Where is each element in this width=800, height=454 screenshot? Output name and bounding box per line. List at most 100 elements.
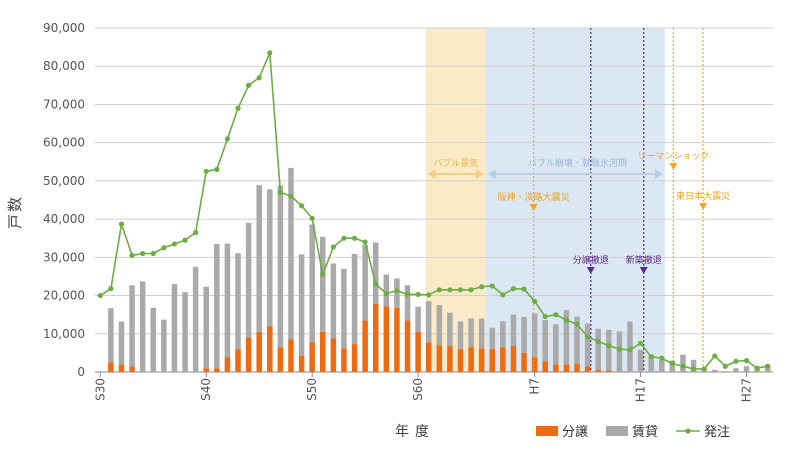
bar-chintai (383, 274, 390, 307)
order-point (690, 366, 697, 372)
legend-marker (685, 428, 691, 434)
order-point (659, 355, 665, 361)
bar-chintai (161, 319, 167, 372)
bar-chintai (118, 321, 125, 365)
event-label: 東日本大震災 (676, 190, 730, 202)
bar-bunjo (404, 320, 411, 372)
order-point (298, 203, 305, 209)
bar-chintai (447, 312, 453, 347)
order-point (426, 292, 432, 298)
bar-chintai (277, 185, 284, 348)
x-axis-label: 年度 (395, 424, 435, 440)
order-point (246, 82, 252, 88)
y-tick-label: 70,000 (43, 97, 85, 111)
x-tick-label: S60 (411, 378, 425, 401)
bar-bunjo (489, 349, 496, 372)
bar-bunjo (203, 368, 209, 372)
y-axis-label: 戸数 (6, 195, 24, 229)
axes: 0 10,000 20,000 30,000 40,000 50,000 60,000 70,… (43, 21, 754, 402)
bar-chintai (436, 305, 443, 346)
bubble-boom-label: バブル景気 (433, 157, 478, 169)
bar-chintai (372, 242, 379, 304)
bar-chintai (680, 354, 686, 372)
bar-bunjo (256, 331, 262, 372)
x-tick-label: H27 (740, 378, 754, 402)
bar-bunjo (298, 355, 305, 372)
bubble-boom-band (425, 28, 486, 372)
bar-bunjo (383, 306, 390, 372)
bar-chintai (298, 254, 305, 356)
order-point (97, 292, 103, 299)
legend-label: 発注 (704, 425, 730, 440)
bar-bunjo (267, 326, 273, 372)
bar-chintai (659, 360, 665, 372)
legend-label: 賃貸 (632, 424, 658, 440)
event-label: リーマンショック (637, 151, 709, 162)
bar-chintai (637, 349, 644, 372)
bar-bunjo (245, 337, 252, 372)
bar-bunjo (214, 368, 220, 372)
order-point (712, 353, 718, 359)
bar-chintai (288, 167, 294, 340)
bar-chintai (214, 243, 220, 369)
event-label: 分譲撤退 (573, 254, 609, 266)
order-point (616, 346, 622, 352)
order-point (267, 50, 273, 56)
order-point (669, 360, 675, 367)
x-tick-label: S50 (305, 378, 319, 401)
order-point (468, 287, 474, 293)
bar-bunjo (288, 339, 294, 372)
bar-chintai (425, 301, 432, 343)
bar-bunjo (118, 364, 125, 372)
order-point (373, 281, 379, 287)
order-point (500, 292, 506, 298)
bar-bunjo (457, 349, 464, 372)
event-label: 新築撤退 (626, 254, 662, 266)
order-point (563, 317, 570, 323)
order-point (171, 241, 178, 247)
bar-bunjo (351, 344, 358, 372)
bar-chintai (563, 310, 570, 365)
order-point (214, 166, 220, 173)
bar-chintai (129, 285, 135, 367)
bar-bunjo (574, 363, 580, 372)
x-tick-label: S40 (199, 378, 213, 401)
bar-chintai (616, 331, 623, 372)
order-point (203, 168, 209, 174)
bar-chintai (468, 318, 474, 348)
order-point (182, 237, 188, 243)
bar-chintai (510, 314, 517, 347)
bar-chintai (500, 321, 506, 348)
order-point (754, 365, 760, 371)
bar-bunjo (330, 338, 337, 372)
bar-chintai (690, 359, 697, 372)
event-label: 阪神・淡路大震災 (498, 191, 570, 203)
order-point (341, 235, 347, 241)
bar-chintai (478, 318, 485, 349)
bar-bunjo (606, 370, 612, 372)
bar-bunjo (531, 357, 538, 372)
bar-chintai (531, 313, 538, 358)
order-point (351, 235, 358, 241)
order-point (606, 343, 612, 349)
order-point (457, 287, 464, 293)
y-tick-label: 60,000 (43, 136, 85, 150)
order-point (394, 287, 400, 294)
bar-bunjo (542, 361, 548, 372)
bar-chintai (553, 324, 559, 365)
order-point (362, 239, 368, 245)
order-point (532, 298, 538, 304)
bar-chintai (606, 329, 612, 371)
bar-chintai (404, 285, 411, 321)
bar-bunjo (309, 342, 315, 372)
bar-bunjo (362, 320, 368, 372)
bar-chintai (245, 222, 252, 338)
bar-bunjo (500, 347, 506, 372)
order-point (627, 347, 633, 353)
bar-chintai (521, 316, 527, 353)
event-marker (529, 204, 538, 211)
legend: 分譲 賃貸 発注 (536, 424, 730, 440)
order-point (765, 363, 771, 369)
x-tick-label: S30 (93, 378, 107, 401)
